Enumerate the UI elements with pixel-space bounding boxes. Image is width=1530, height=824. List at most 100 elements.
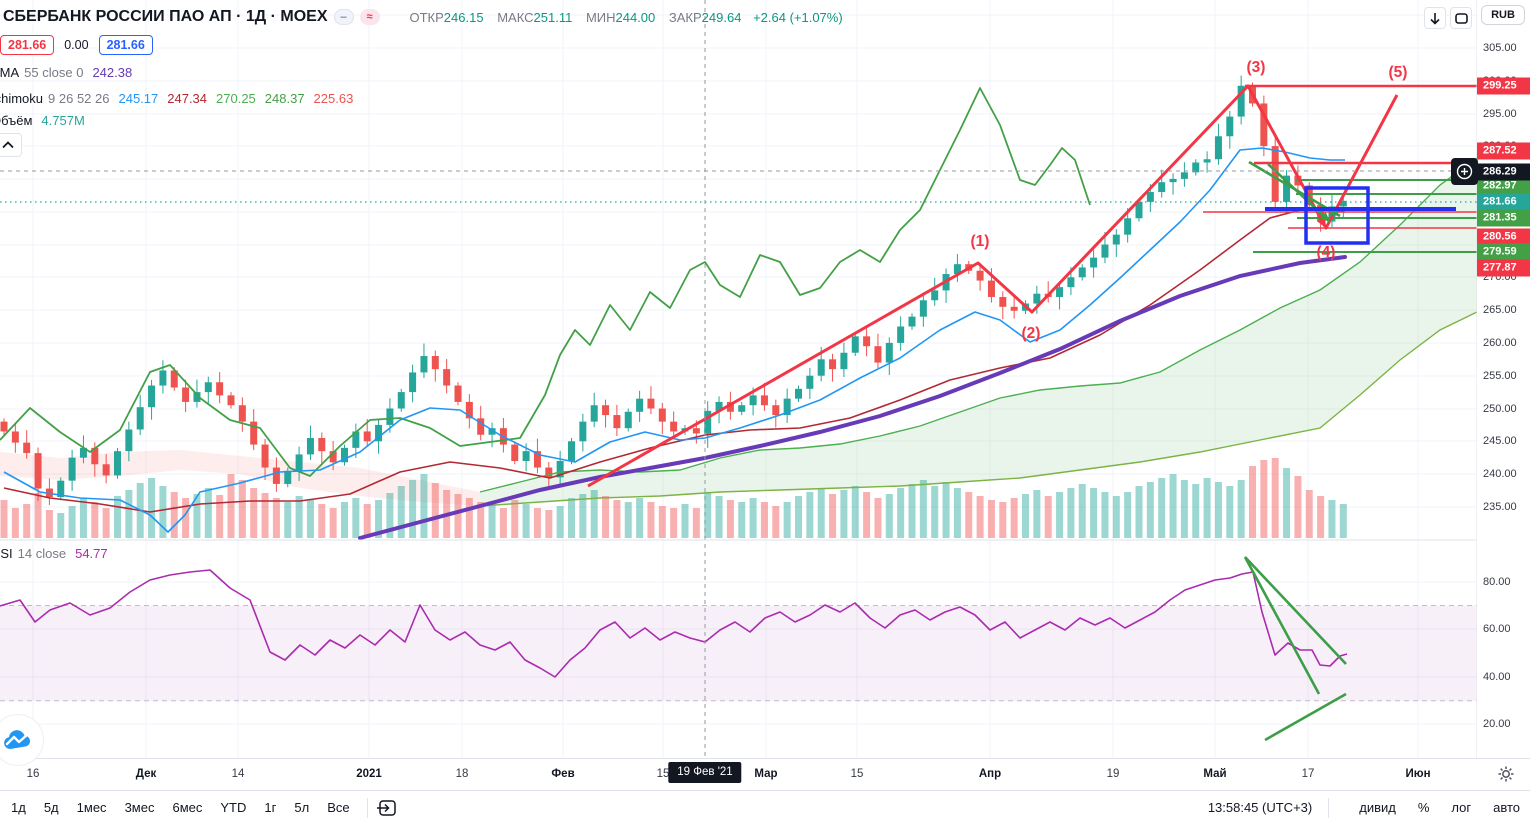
range-button-1мес[interactable]: 1мес bbox=[76, 800, 107, 815]
maximize-icon bbox=[1454, 12, 1468, 24]
ichimoku-params: 9 26 52 26 bbox=[48, 91, 110, 106]
volume-bar bbox=[1283, 468, 1291, 538]
volume-bar bbox=[193, 494, 201, 538]
volume-bar bbox=[590, 490, 598, 538]
candle-body bbox=[1169, 178, 1177, 183]
approx-chip-icon[interactable]: ≈ bbox=[359, 9, 380, 25]
maximize-pane-button[interactable] bbox=[1450, 7, 1472, 29]
volume-bar bbox=[114, 496, 121, 538]
symbol-title[interactable]: СБЕРБАНК РОССИИ ПАО АП · 1Д · MOEX bbox=[3, 8, 328, 25]
time-tick: Июн bbox=[1405, 768, 1431, 780]
arrowhead bbox=[1319, 211, 1330, 222]
range-button-6мес[interactable]: 6мес bbox=[172, 800, 203, 815]
axis-settings-gear-icon[interactable] bbox=[1496, 764, 1516, 784]
scroll-to-latest-button[interactable] bbox=[1424, 7, 1446, 29]
clock[interactable]: 13:58:45 (UTC+3) bbox=[1207, 800, 1313, 815]
price-axis[interactable]: RUB 310.00305.00300.00295.00290.00285.00… bbox=[1477, 0, 1530, 758]
volume-bar bbox=[1022, 494, 1029, 538]
line-price-badge[interactable]: 281.66 bbox=[98, 35, 153, 55]
volume-bar bbox=[341, 502, 348, 538]
collapse-legend-button[interactable] bbox=[0, 133, 22, 157]
candle-body bbox=[568, 441, 575, 461]
minimize-chip-icon[interactable]: – bbox=[333, 9, 354, 25]
ichimoku-value-5: 225.63 bbox=[313, 91, 354, 106]
toolbar-separator bbox=[1328, 797, 1330, 818]
volume-bar bbox=[1249, 466, 1256, 538]
volume-bar bbox=[715, 496, 723, 538]
candle-body bbox=[840, 352, 848, 370]
ema-params: 55 close 0 bbox=[24, 65, 84, 80]
volume-bar bbox=[375, 500, 383, 538]
watermark-logo-button[interactable] bbox=[0, 714, 44, 766]
dividends-toggle[interactable]: дивид bbox=[1359, 800, 1396, 815]
price-tick: 245.00 bbox=[1483, 435, 1517, 447]
indicator-ema[interactable]: EMA 55 close 0 242.38 bbox=[0, 65, 132, 80]
candle-body bbox=[261, 444, 269, 468]
volume-bar bbox=[1237, 480, 1245, 538]
rsi-trend-line bbox=[1264, 692, 1347, 742]
ema-name: EMA bbox=[0, 65, 20, 80]
auto-scale-toggle[interactable]: авто bbox=[1493, 800, 1520, 815]
volume-bar bbox=[1067, 488, 1075, 538]
candle-body bbox=[68, 457, 76, 481]
crosshair-date-badge: 19 Фев '21 bbox=[668, 762, 742, 783]
candle-body bbox=[931, 290, 939, 301]
volume-bar bbox=[1044, 496, 1052, 538]
candle-body bbox=[227, 395, 235, 406]
rsi-value: 54.77 bbox=[75, 546, 108, 561]
range-button-Все[interactable]: Все bbox=[327, 800, 350, 815]
volume-bar bbox=[1317, 496, 1325, 538]
candle-body bbox=[726, 401, 734, 412]
go-to-date-icon[interactable] bbox=[376, 798, 398, 818]
volume-bar bbox=[57, 513, 65, 538]
chevron-up-icon bbox=[2, 141, 14, 149]
volume-bar bbox=[125, 490, 133, 538]
indicator-ichimoku[interactable]: Ichimoku 9 26 52 26 245.17 247.34 270.25… bbox=[0, 91, 353, 106]
range-button-5д[interactable]: 5д bbox=[43, 800, 59, 815]
ichimoku-kijun-line bbox=[3, 209, 1346, 513]
rsi-trend-line bbox=[1243, 556, 1321, 695]
range-button-1г[interactable]: 1г bbox=[264, 800, 277, 815]
candle-body bbox=[795, 388, 802, 399]
volume-bar bbox=[420, 474, 428, 538]
price-tick: 250.00 bbox=[1483, 403, 1517, 415]
volume-bar bbox=[863, 492, 871, 538]
volume-bar bbox=[829, 494, 837, 538]
percent-scale-toggle[interactable]: % bbox=[1417, 800, 1430, 815]
range-button-3мес[interactable]: 3мес bbox=[124, 800, 155, 815]
volume-bar bbox=[1090, 488, 1098, 538]
candle-body bbox=[976, 270, 984, 281]
alert-price-badge[interactable]: 281.66 bbox=[0, 35, 55, 55]
volume-bar bbox=[624, 502, 632, 538]
range-button-1д[interactable]: 1д bbox=[11, 800, 26, 815]
candle-body bbox=[306, 438, 314, 455]
add-alert-plus-button[interactable] bbox=[1451, 158, 1478, 185]
wave-label: (2) bbox=[1022, 325, 1041, 342]
candle-body bbox=[670, 421, 678, 432]
range-button-YTD[interactable]: YTD bbox=[220, 800, 247, 815]
candle-body bbox=[1158, 182, 1166, 193]
volume-bar bbox=[68, 506, 76, 538]
toolbar-right: 13:58:45 (UTC+3) дивид % лог авто bbox=[1207, 797, 1520, 818]
range-button-5л[interactable]: 5л bbox=[294, 800, 310, 815]
price-tick: 240.00 bbox=[1483, 468, 1517, 480]
ema-line bbox=[358, 255, 1347, 540]
indicator-volume[interactable]: Объём 4.757M bbox=[0, 113, 85, 128]
volume-bar bbox=[250, 488, 258, 538]
chart-plot-area[interactable]: (1) (2) (3) (4) (5) bbox=[0, 0, 1530, 758]
candle-body bbox=[908, 316, 916, 327]
candle-body bbox=[636, 398, 644, 412]
volume-name: Объём bbox=[0, 113, 33, 128]
currency-button[interactable]: RUB bbox=[1481, 5, 1525, 25]
price-tick: 20.00 bbox=[1483, 718, 1511, 730]
indicator-rsi[interactable]: RSI 14 close 54.77 bbox=[0, 546, 108, 561]
cloud-chart-icon bbox=[4, 730, 31, 749]
log-scale-toggle[interactable]: лог bbox=[1451, 800, 1472, 815]
volume-bar bbox=[692, 508, 700, 538]
candle-body bbox=[1078, 267, 1086, 278]
volume-bar bbox=[919, 480, 927, 538]
candle-body bbox=[783, 398, 791, 416]
time-axis[interactable]: 19 Фев '21 16 Дек 14 2021 18 Фев 15 Мар 15 Апр 19 М… bbox=[0, 758, 1530, 790]
open-value: 246.15 bbox=[443, 9, 484, 25]
candle-body bbox=[863, 336, 871, 347]
